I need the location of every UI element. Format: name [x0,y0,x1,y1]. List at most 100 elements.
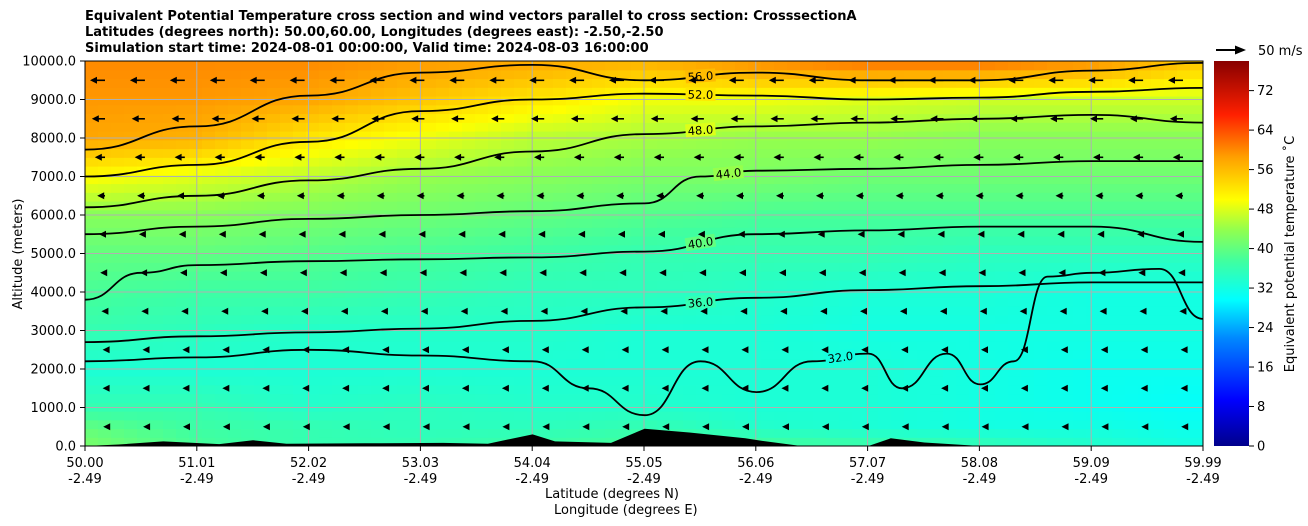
field-cell [852,358,866,368]
field-cell [969,209,983,220]
wind-vector-head [656,192,664,200]
wind-vector-head [897,230,905,238]
field-cell [254,69,268,80]
field-cell [1112,288,1126,298]
field-cell [917,419,931,430]
x-tick-label-latitude: 59.99 [1184,456,1221,471]
field-cell [514,393,528,403]
field-cell [98,201,112,211]
field-cell [982,148,996,158]
field-cell [1073,227,1087,237]
field-cell [683,201,697,211]
field-cell [605,218,619,228]
field-cell [722,113,736,123]
field-cell [436,192,450,202]
field-cell [306,393,320,403]
field-cell [761,349,775,360]
wind-vector-head [901,423,909,431]
field-cell [657,358,671,368]
field-cell [657,69,671,80]
field-cell [670,78,684,88]
field-cell [293,104,307,115]
field-cell [241,411,255,421]
field-cell [605,428,619,438]
field-cell [748,131,762,141]
field-cell [319,402,333,412]
field-cell [943,419,957,430]
field-cell [1125,131,1139,141]
field-cell [748,148,762,158]
field-cell [553,157,567,167]
y-tick-label: 0.0 [55,440,76,455]
field-cell [631,306,645,316]
field-cell [826,253,840,263]
field-cell [1138,209,1152,220]
field-cell [241,157,255,167]
field-cell [1021,253,1035,263]
field-cell [228,341,242,351]
field-cell [904,271,918,281]
field-cell [215,122,229,132]
wind-vector-head [456,192,464,200]
field-cell [319,166,333,176]
field-cell [1112,122,1126,132]
field-cell [202,104,216,115]
wind-vector-head [616,192,624,200]
field-cell [1138,122,1152,132]
field-cell [176,183,190,193]
field-cell [865,218,879,228]
field-cell [358,341,372,351]
field-cell [904,201,918,211]
field-cell [488,104,502,115]
contour-line [85,87,1203,178]
field-cell [436,113,450,123]
field-cell [943,288,957,298]
field-cell [228,297,242,307]
field-cell [891,69,905,80]
field-cell [917,139,931,150]
field-cell [501,69,515,80]
field-cell [865,271,879,281]
field-cell [410,367,424,377]
field-cell [787,78,801,88]
field-cell [709,349,723,360]
field-cell [345,122,359,132]
field-cell [1060,61,1074,71]
field-cell [1008,271,1022,281]
field-cell [917,61,931,71]
wind-vector-head [741,346,749,354]
field-cell [423,148,437,158]
field-cell [553,183,567,193]
field-cell [995,323,1009,333]
field-cell [449,306,463,316]
field-cell [618,104,632,115]
contour-lines: 32.036.040.044.048.052.056.0 [85,62,1203,417]
wind-vector-head [973,153,981,161]
field-cell [488,402,502,412]
field-cell [306,279,320,290]
field-cell [579,437,593,446]
field-cell [371,271,385,281]
field-cell [176,349,190,360]
field-cell [839,61,853,71]
field-cell [761,288,775,298]
field-cell [423,262,437,272]
field-cell [865,157,879,167]
field-cell [618,314,632,325]
field-cell [488,384,502,395]
field-cell [488,297,502,307]
field-cell [865,201,879,211]
field-cell [1034,209,1048,220]
field-cell [865,332,879,342]
field-cell [605,419,619,430]
field-cell [202,201,216,211]
field-cell [137,262,151,272]
field-cell [1047,218,1061,228]
wind-vector-head [728,76,736,84]
field-cell [319,113,333,123]
field-cell [709,104,723,115]
field-cell [163,411,177,421]
field-cell [501,288,515,298]
field-cell [384,262,398,272]
field-cell [215,96,229,106]
